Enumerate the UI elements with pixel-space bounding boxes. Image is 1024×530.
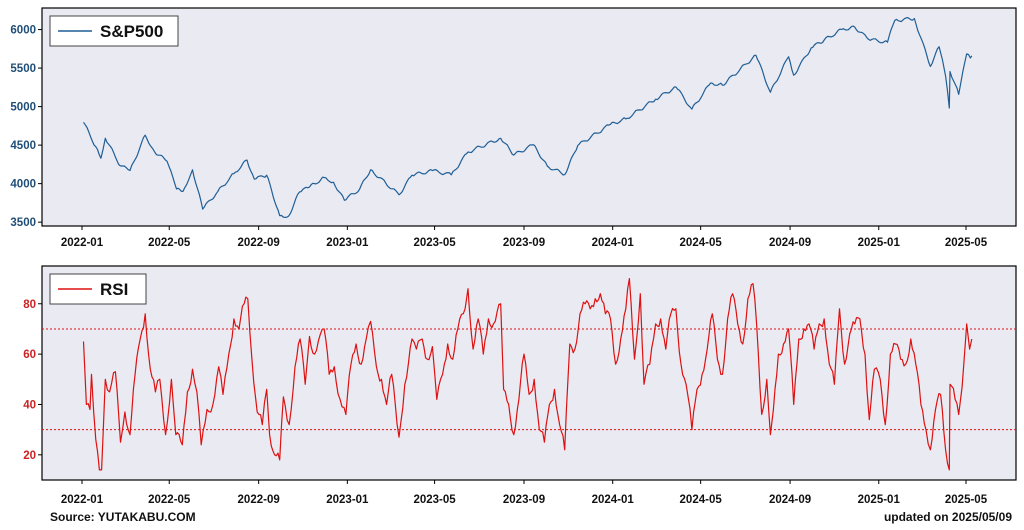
- y-tick-label: 20: [23, 450, 36, 462]
- x-tick-label: 2022-05: [148, 237, 191, 249]
- sp500-series-line: [83, 17, 973, 218]
- y-tick-label: 40: [23, 399, 36, 411]
- x-tick-label: 2023-05: [413, 494, 456, 506]
- x-tick-label: 2022-05: [148, 494, 191, 506]
- y-tick-label: 3500: [10, 217, 36, 229]
- updated-label: updated on 2025/05/09: [883, 510, 1012, 524]
- x-tick-label: 2022-09: [238, 494, 280, 506]
- x-tick-label: 2024-05: [680, 237, 723, 249]
- x-tick-label: 2022-09: [238, 237, 280, 249]
- x-tick-label: 2022-01: [61, 494, 104, 506]
- x-tick-label: 2025-01: [858, 237, 901, 249]
- x-tick-label: 2024-01: [592, 494, 635, 506]
- legend-label: RSI: [100, 280, 128, 299]
- x-tick-label: 2023-01: [326, 494, 369, 506]
- y-tick-label: 4500: [10, 140, 36, 152]
- x-tick-label: 2024-09: [769, 494, 811, 506]
- x-tick-label: 2023-09: [503, 237, 545, 249]
- x-tick-label: 2024-05: [680, 494, 723, 506]
- rsi-series-line: [82, 278, 973, 471]
- x-tick-label: 2022-01: [61, 237, 104, 249]
- legend-box: [49, 273, 147, 305]
- y-tick-label: 5500: [10, 63, 36, 75]
- source-label: Source: YUTAKABU.COM: [50, 510, 196, 524]
- x-tick-label: 2023-01: [326, 237, 369, 249]
- y-tick-label: 4000: [10, 179, 36, 191]
- sp500-panel: 3500 4000 4500 5000 5500 6000 2022-01 2022-05 20…: [10, 7, 1017, 249]
- x-tick-label: 2024-01: [592, 237, 635, 249]
- plot-area: [41, 265, 1017, 481]
- legend-label: S&P500: [100, 22, 163, 41]
- y-tick-label: 60: [23, 349, 36, 361]
- x-tick-label: 2023-05: [413, 237, 456, 249]
- rsi-panel: 20 40 60 80 2022-01 2022-05 2022-09 2023-01 2023…: [23, 265, 1017, 506]
- y-tick-label: 6000: [10, 25, 36, 37]
- y-tick-label: 5000: [10, 102, 36, 114]
- plot-area: [41, 7, 1017, 227]
- x-tick-label: 2025-01: [858, 494, 901, 506]
- x-tick-label: 2025-05: [945, 237, 988, 249]
- x-tick-label: 2024-09: [769, 237, 811, 249]
- x-tick-label: 2025-05: [945, 494, 988, 506]
- x-tick-label: 2023-09: [503, 494, 545, 506]
- y-tick-label: 80: [23, 299, 36, 311]
